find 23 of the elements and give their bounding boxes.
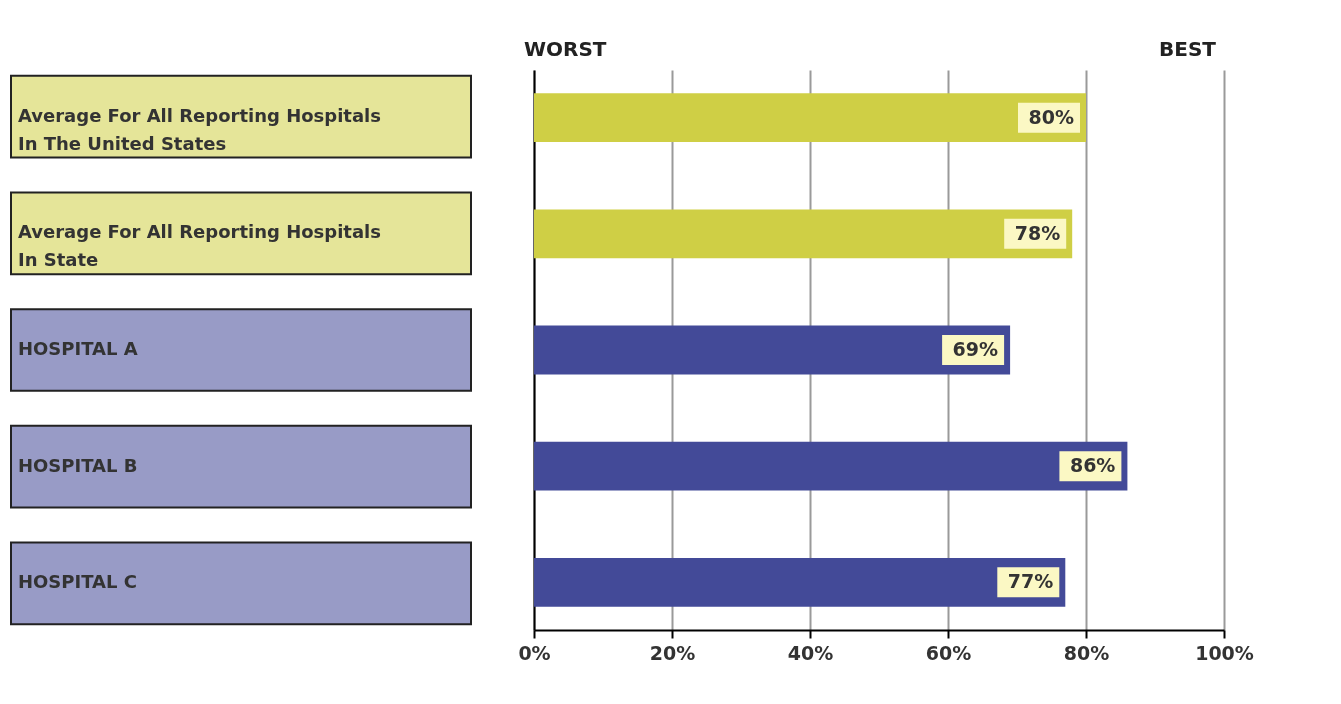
data-label: 77% [1007,570,1054,593]
bar [534,557,1066,607]
x-tick-label: 40% [787,641,834,664]
x-tick-label: 80% [1063,641,1110,664]
x-tick-label: 20% [649,641,696,664]
bar [534,325,1011,375]
bar [534,441,1128,491]
y-tick-label: Average For All Reporting Hospitals In The United States [18,104,381,154]
x-tick-label: 60% [925,641,972,664]
text: BEST [1159,37,1217,61]
x-tick-label: 0% [518,641,551,664]
data-label: 78% [1014,221,1061,244]
data-label: 80% [1028,105,1074,128]
data-label: 86% [1069,454,1116,477]
text: WORST [524,37,607,61]
data-label: 69% [952,338,999,360]
y-tick-label: HOSPITAL C [18,571,137,593]
x-tick-label: 100% [1195,641,1254,664]
y-tick-label: HOSPITAL B [18,454,138,476]
bar [534,209,1073,259]
bar [534,93,1086,143]
y-tick-label: HOSPITAL A [18,338,138,359]
y-tick-label: Average For All Reporting Hospitals In State [18,221,381,271]
